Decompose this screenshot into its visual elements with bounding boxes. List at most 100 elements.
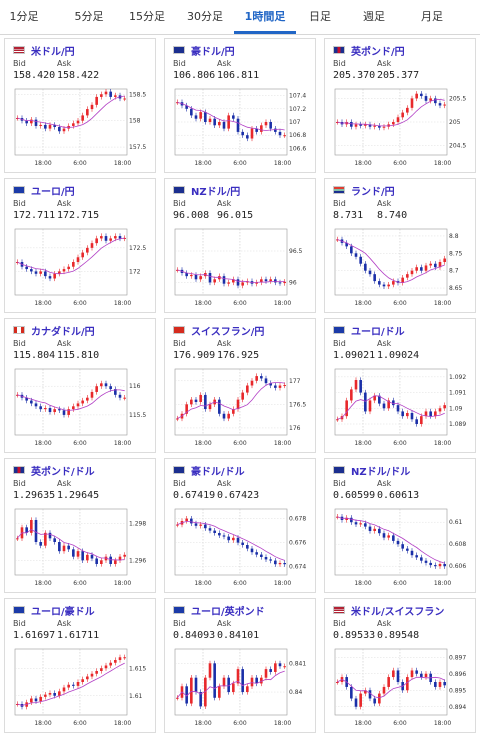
- pair-name[interactable]: 米ドル/円: [31, 47, 75, 58]
- pair-name[interactable]: 英ポンド/円: [351, 47, 405, 58]
- tab-6[interactable]: 日足: [309, 10, 331, 23]
- price-chart[interactable]: 1.298 1.296 18:00 6:00 18:00: [11, 505, 151, 589]
- bid-label: Bid: [333, 619, 346, 628]
- currency-card[interactable]: カナダドル/円 Bid Ask 115.804 115.810 116 115.5 18:00…: [4, 318, 156, 453]
- candle: [86, 676, 89, 680]
- currency-card[interactable]: NZドル/円 Bid Ask 96.008 96.015 96.5 96 18:00 6:00 1…: [164, 178, 316, 313]
- tab-7[interactable]: 週足: [363, 10, 385, 23]
- candle: [86, 397, 89, 401]
- pair-name[interactable]: ユーロ/英ポンド: [191, 607, 265, 618]
- candle: [274, 128, 277, 132]
- price-chart[interactable]: 177 176.5 176 18:00 6:00 18:00: [171, 365, 311, 449]
- tab-5[interactable]: 1時間足: [234, 0, 296, 34]
- price-chart[interactable]: 1.615 1.61 18:00 6:00 18:00: [11, 645, 151, 729]
- pair-name[interactable]: ユーロ/円: [31, 187, 75, 198]
- currency-card[interactable]: スイスフラン/円 Bid Ask 176.909 176.925 177 176.5 176 1…: [164, 318, 316, 453]
- y-tick-label: 0.678: [289, 516, 306, 523]
- bid-label: Bid: [173, 479, 186, 488]
- pair-name[interactable]: NZドル/円: [191, 187, 241, 198]
- currency-card[interactable]: ユーロ/豪ドル Bid Ask 1.61697 1.61711 1.615 1.61 18:0…: [4, 598, 156, 733]
- pair-name[interactable]: スイスフラン/円: [191, 327, 265, 338]
- candle: [387, 284, 390, 287]
- pair-name[interactable]: カナダドル/円: [31, 327, 95, 338]
- tab-4[interactable]: 30分足: [187, 10, 223, 23]
- pair-name[interactable]: NZドル/ドル: [351, 467, 411, 478]
- price-chart[interactable]: 116 115.5 18:00 6:00 18:00: [11, 365, 151, 449]
- candle: [382, 533, 386, 538]
- tab-2[interactable]: 5分足: [74, 10, 104, 23]
- pair-name[interactable]: ユーロ/ドル: [351, 327, 405, 338]
- pair-name[interactable]: 英ポンド/ドル: [31, 467, 95, 478]
- price-chart[interactable]: 107.4 107.2 107 106.8 106.6 18:00 6:00 18:00: [171, 85, 311, 169]
- price-chart[interactable]: 158.5 158 157.5 18:00 6:00 18:00: [11, 85, 151, 169]
- price-chart[interactable]: 0.897 0.896 0.895 0.894 18:00 6:00 18:00: [331, 645, 471, 729]
- candle: [241, 542, 244, 545]
- x-tick-label: 18:00: [274, 300, 291, 307]
- candle: [58, 271, 61, 274]
- candle: [401, 277, 404, 283]
- candle: [336, 122, 339, 123]
- currency-card[interactable]: ユーロ/英ポンド Bid Ask 0.84093 0.84101 0.841 0.84 18:…: [164, 598, 316, 733]
- candle: [359, 256, 362, 264]
- candle: [176, 418, 179, 420]
- y-tick-label: 8.65: [449, 285, 463, 292]
- x-tick-label: 6:00: [393, 720, 407, 727]
- currency-card[interactable]: 英ポンド/ドル Bid Ask 1.29635 1.29645 1.298 1.296 18:…: [4, 458, 156, 593]
- candle: [194, 399, 198, 402]
- price-chart[interactable]: 0.841 0.84 18:00 6:00 18:00: [171, 645, 311, 729]
- candle: [241, 131, 244, 136]
- price-chart[interactable]: 205.5 205 204.5 18:00 6:00 18:00: [331, 85, 471, 169]
- price-chart[interactable]: 8.8 8.75 8.7 8.65 18:00 6:00 18:00: [331, 225, 471, 309]
- candle: [429, 98, 432, 101]
- currency-card[interactable]: 米ドル/円 Bid Ask 158.420 158.422 158.5 158 157.5 18…: [4, 38, 156, 173]
- price-chart[interactable]: 0.678 0.676 0.674 18:00 6:00 18:00: [171, 505, 311, 589]
- plot-area: [334, 648, 448, 716]
- candle: [364, 263, 367, 271]
- currency-card[interactable]: 豪ドル/ドル Bid Ask 0.67419 0.67423 0.678 0.676 0.67…: [164, 458, 316, 593]
- candle: [204, 394, 207, 410]
- candle: [227, 536, 230, 541]
- candle: [410, 550, 414, 556]
- currency-card[interactable]: ランド/円 Bid Ask 8.731 8.740 8.8 8.75 8.7 8.65 18:00…: [324, 178, 476, 313]
- y-tick-label: 1.089: [449, 421, 466, 428]
- pair-name[interactable]: 米ドル/スイスフラン: [351, 607, 445, 618]
- pair-name[interactable]: 豪ドル/円: [191, 47, 235, 58]
- candle: [76, 551, 80, 557]
- candle: [350, 517, 353, 523]
- candle: [185, 404, 188, 414]
- currency-card[interactable]: ユーロ/ドル Bid Ask 1.09021 1.09024 1.092 1.091 1.09…: [324, 318, 476, 453]
- currency-card[interactable]: 英ポンド/円 Bid Ask 205.370 205.377 205.5 205 204.5 1…: [324, 38, 476, 173]
- candle: [199, 692, 202, 707]
- currency-card[interactable]: ユーロ/円 Bid Ask 172.711 172.715 172.5 172 18:00 6:…: [4, 178, 156, 313]
- currency-card[interactable]: NZドル/ドル Bid Ask 0.60599 0.60613 0.61 0.608 0.60…: [324, 458, 476, 593]
- tab-8[interactable]: 月足: [421, 10, 443, 23]
- plot-area: [174, 228, 288, 296]
- candle: [269, 279, 272, 282]
- candle: [123, 657, 126, 659]
- tab-1[interactable]: 1分足: [9, 10, 39, 23]
- candle: [373, 395, 376, 401]
- price-chart[interactable]: 96.5 96 18:00 6:00 18:00: [171, 225, 311, 309]
- ask-value: 205.377: [377, 70, 420, 81]
- candle: [443, 104, 446, 106]
- candle: [194, 523, 198, 526]
- tab-3[interactable]: 15分足: [129, 10, 165, 23]
- price-chart[interactable]: 172.5 172 18:00 6:00 18:00: [11, 225, 151, 309]
- candle: [269, 669, 272, 672]
- price-chart[interactable]: 0.61 0.608 0.606 18:00 6:00 18:00: [331, 505, 471, 589]
- candle: [48, 693, 52, 695]
- pair-name[interactable]: 豪ドル/ドル: [191, 467, 245, 478]
- currency-card[interactable]: 豪ドル/円 Bid Ask 106.806 106.811 107.4 107.2 107 10…: [164, 38, 316, 173]
- candle: [278, 563, 282, 565]
- bid-label: Bid: [173, 59, 186, 68]
- candle: [81, 400, 84, 404]
- candle: [185, 686, 188, 704]
- price-chart[interactable]: 1.092 1.091 1.09 1.089 18:00 6:00 18:00: [331, 365, 471, 449]
- x-tick-label: 18:00: [114, 300, 131, 307]
- pair-name[interactable]: ランド/円: [351, 187, 395, 198]
- moving-average-line: [16, 529, 125, 561]
- pair-name[interactable]: ユーロ/豪ドル: [31, 607, 95, 618]
- y-tick-label: 8.8: [449, 233, 459, 240]
- candle: [118, 556, 122, 561]
- currency-card[interactable]: 米ドル/スイスフラン Bid Ask 0.89533 0.89548 0.897 0.896…: [324, 598, 476, 733]
